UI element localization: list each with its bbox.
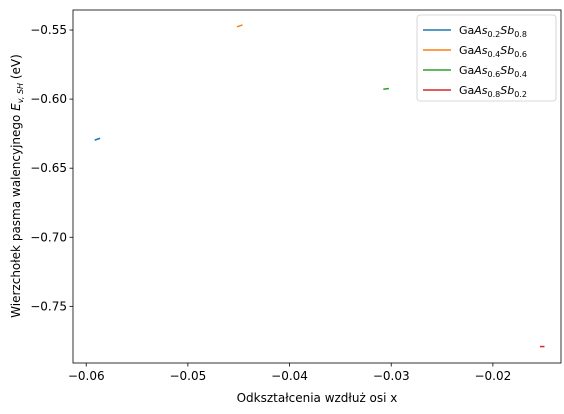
y-axis-label: Wierzchołek pasma walencyjnego Ev, SH (e… <box>9 54 25 318</box>
legend-label-4: GaAs0.8Sb0.2 <box>459 84 527 99</box>
series-lines <box>94 24 545 348</box>
y-tick-label: −0.55 <box>30 23 67 37</box>
y-tick-label: −0.75 <box>30 299 67 313</box>
legend-box <box>416 14 557 102</box>
y-tick-label: −0.60 <box>30 92 67 106</box>
x-tick-label: −0.02 <box>474 369 511 383</box>
legend-label-3: GaAs0.6Sb0.4 <box>459 64 527 79</box>
x-tick-label: −0.06 <box>68 369 105 383</box>
x-tick-label: −0.03 <box>373 369 410 383</box>
series-line-2 <box>236 24 243 28</box>
x-axis-ticks: −0.06 −0.05 −0.04 −0.03 −0.02 <box>68 363 511 383</box>
y-tick-label: −0.65 <box>30 161 67 175</box>
legend-label-2: GaAs0.4Sb0.6 <box>459 44 527 59</box>
y-tick-label: −0.70 <box>30 230 67 244</box>
x-tick-label: −0.05 <box>169 369 206 383</box>
series-line-3 <box>383 87 390 91</box>
x-axis-label: Odkształcenia wzdłuż osi x <box>237 391 398 405</box>
series-line-1 <box>94 137 101 141</box>
legend: GaAs0.2Sb0.8 GaAs0.4Sb0.6 GaAs0.6Sb0.4 GaAs… <box>416 14 557 102</box>
x-tick-label: −0.04 <box>271 369 308 383</box>
y-axis-ticks: −0.55 −0.60 −0.65 −0.70 −0.75 <box>30 23 73 313</box>
legend-label-1: GaAs0.2Sb0.8 <box>459 24 527 39</box>
plot-frame <box>72 9 562 364</box>
